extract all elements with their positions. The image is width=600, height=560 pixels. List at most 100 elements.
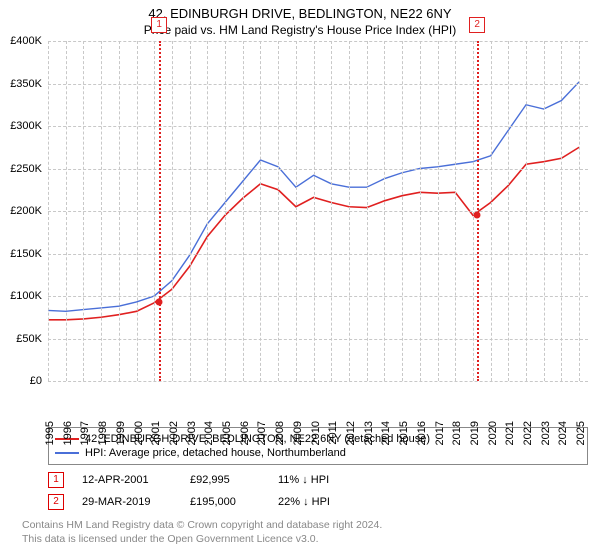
x-tick-label: 2003 <box>182 421 198 445</box>
x-tick-label: 2015 <box>394 421 410 445</box>
gridline-vertical <box>579 41 580 381</box>
gridline-horizontal <box>48 211 588 212</box>
gridline-horizontal <box>48 84 588 85</box>
gridline-horizontal <box>48 296 588 297</box>
y-tick-label: £200K <box>10 205 48 217</box>
x-tick-label: 2018 <box>447 421 463 445</box>
y-tick-label: £50K <box>16 333 48 345</box>
transaction-row: 1 12-APR-2001 £92,995 11% ↓ HPI <box>48 469 588 491</box>
x-tick-label: 2001 <box>146 421 162 445</box>
x-tick-label: 2016 <box>412 421 428 445</box>
chart-title: 42, EDINBURGH DRIVE, BEDLINGTON, NE22 6N… <box>0 0 600 21</box>
x-tick-label: 2008 <box>270 421 286 445</box>
legend-swatch-hpi <box>55 452 79 454</box>
gridline-vertical <box>526 41 527 381</box>
transaction-diff: 11% ↓ HPI <box>278 474 329 486</box>
y-tick-label: £300K <box>10 120 48 132</box>
plot-area: £0£50K£100K£150K£200K£250K£300K£350K£400… <box>48 41 588 381</box>
gridline-vertical <box>225 41 226 381</box>
x-tick-label: 2007 <box>252 421 268 445</box>
gridline-vertical <box>402 41 403 381</box>
gridline-vertical <box>331 41 332 381</box>
transaction-badge: 2 <box>48 494 64 510</box>
x-tick-label: 1999 <box>111 421 127 445</box>
gridline-vertical <box>544 41 545 381</box>
x-tick-label: 2017 <box>430 421 446 445</box>
gridline-vertical <box>349 41 350 381</box>
x-tick-label: 1997 <box>75 421 91 445</box>
gridline-vertical <box>83 41 84 381</box>
gridline-vertical <box>473 41 474 381</box>
chart-subtitle: Price paid vs. HM Land Registry's House … <box>0 21 600 41</box>
gridline-horizontal <box>48 339 588 340</box>
x-axis: 1995199619971998199920002001200220032004… <box>48 381 588 421</box>
gridline-vertical <box>48 41 49 381</box>
gridline-vertical <box>190 41 191 381</box>
x-tick-label: 2020 <box>483 421 499 445</box>
legend-label-hpi: HPI: Average price, detached house, Nort… <box>85 447 346 459</box>
gridline-vertical <box>491 41 492 381</box>
gridline-vertical <box>66 41 67 381</box>
gridline-vertical <box>367 41 368 381</box>
gridline-vertical <box>438 41 439 381</box>
gridline-horizontal <box>48 169 588 170</box>
x-tick-label: 2009 <box>288 421 304 445</box>
gridline-vertical <box>243 41 244 381</box>
x-tick-label: 2013 <box>359 421 375 445</box>
gridline-vertical <box>561 41 562 381</box>
transaction-date: 29-MAR-2019 <box>82 496 172 508</box>
gridline-vertical <box>207 41 208 381</box>
gridline-horizontal <box>48 126 588 127</box>
gridline-vertical <box>508 41 509 381</box>
gridline-vertical <box>384 41 385 381</box>
y-tick-label: £400K <box>10 35 48 47</box>
chart-container: 42, EDINBURGH DRIVE, BEDLINGTON, NE22 6N… <box>0 0 600 560</box>
gridline-vertical <box>154 41 155 381</box>
x-tick-label: 1998 <box>93 421 109 445</box>
x-tick-label: 2019 <box>465 421 481 445</box>
gridline-vertical <box>314 41 315 381</box>
sale-marker-badge: 1 <box>151 17 167 33</box>
x-tick-label: 2012 <box>341 421 357 445</box>
x-tick-label: 2004 <box>199 421 215 445</box>
gridline-vertical <box>137 41 138 381</box>
x-tick-label: 2006 <box>235 421 251 445</box>
legend-item-hpi: HPI: Average price, detached house, Nort… <box>55 446 581 460</box>
x-tick-label: 2000 <box>129 421 145 445</box>
licence-line: Contains HM Land Registry data © Crown c… <box>22 519 588 533</box>
gridline-vertical <box>260 41 261 381</box>
transactions-table: 1 12-APR-2001 £92,995 11% ↓ HPI 2 29-MAR… <box>48 469 588 513</box>
x-tick-label: 2022 <box>518 421 534 445</box>
y-tick-label: £100K <box>10 290 48 302</box>
x-tick-label: 2024 <box>553 421 569 445</box>
gridline-vertical <box>101 41 102 381</box>
sale-point-icon <box>156 298 163 305</box>
sale-marker-badge: 2 <box>469 17 485 33</box>
licence-line: This data is licensed under the Open Gov… <box>22 533 588 547</box>
y-tick-label: £250K <box>10 163 48 175</box>
licence-text: Contains HM Land Registry data © Crown c… <box>22 519 588 546</box>
x-tick-label: 2021 <box>500 421 516 445</box>
x-tick-label: 2005 <box>217 421 233 445</box>
y-tick-label: £150K <box>10 248 48 260</box>
x-tick-label: 2025 <box>571 421 587 445</box>
gridline-vertical <box>455 41 456 381</box>
transaction-date: 12-APR-2001 <box>82 474 172 486</box>
transaction-diff: 22% ↓ HPI <box>278 496 330 508</box>
transaction-badge: 1 <box>48 472 64 488</box>
x-tick-label: 2010 <box>306 421 322 445</box>
transaction-price: £92,995 <box>190 474 260 486</box>
gridline-vertical <box>278 41 279 381</box>
x-tick-label: 1995 <box>40 421 56 445</box>
gridline-vertical <box>119 41 120 381</box>
x-tick-label: 2011 <box>323 421 339 445</box>
y-tick-label: £0 <box>30 375 48 387</box>
gridline-vertical <box>172 41 173 381</box>
y-tick-label: £350K <box>10 78 48 90</box>
sale-point-icon <box>474 212 481 219</box>
transaction-row: 2 29-MAR-2019 £195,000 22% ↓ HPI <box>48 491 588 513</box>
x-tick-label: 2014 <box>376 421 392 445</box>
x-tick-label: 2002 <box>164 421 180 445</box>
sale-marker-line <box>159 41 161 381</box>
x-tick-label: 1996 <box>58 421 74 445</box>
